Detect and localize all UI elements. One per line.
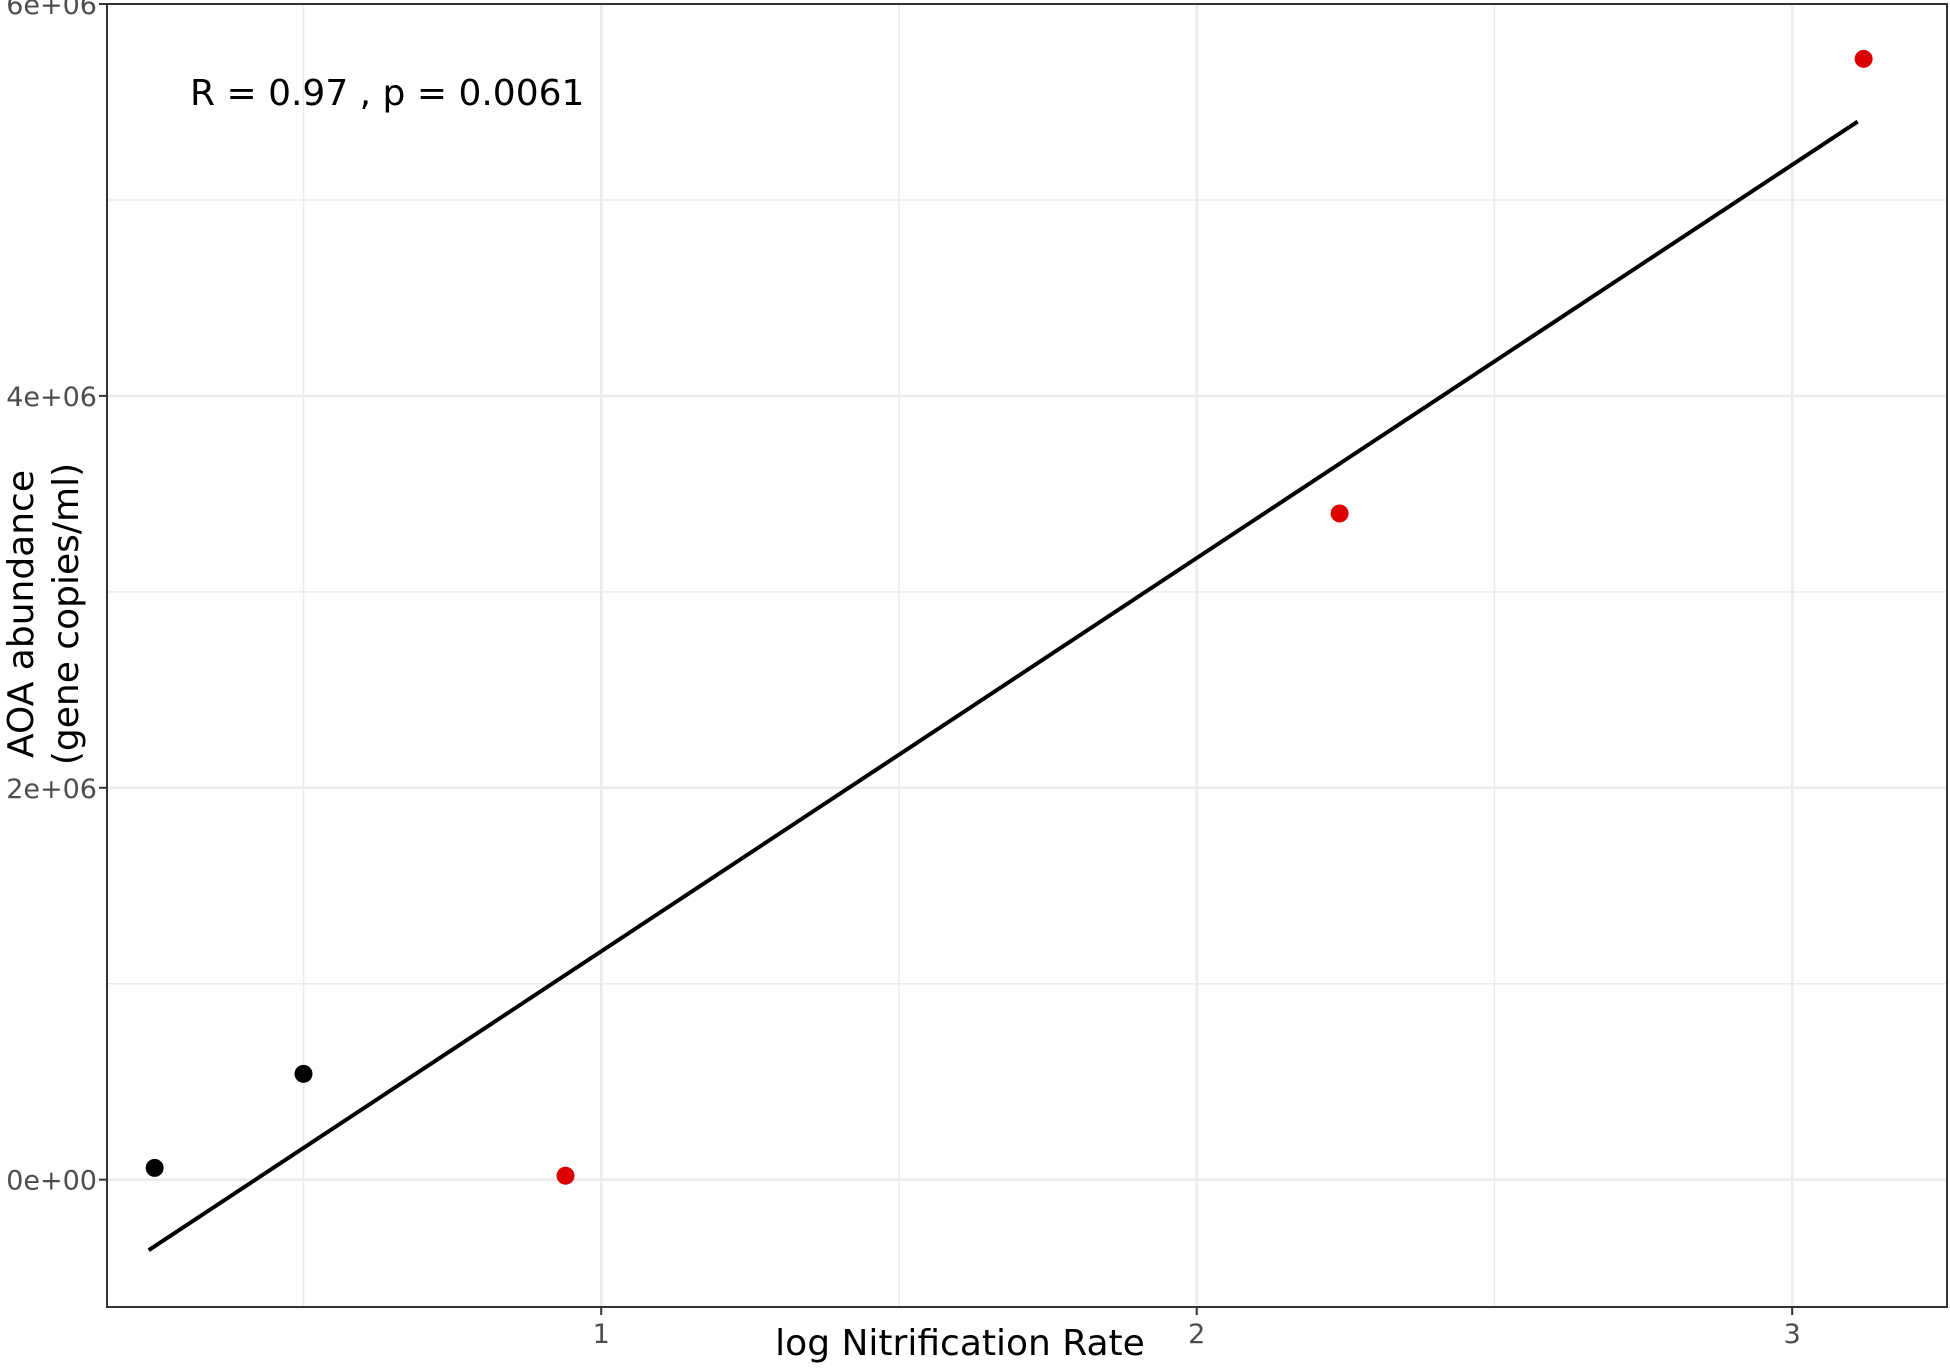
y-axis-title: AOA abundance (gene copies/ml) bbox=[1, 463, 87, 765]
y-tick-label: 4e+06 bbox=[6, 382, 97, 413]
x-tick-label: 2 bbox=[1188, 1319, 1205, 1350]
y-axis-title-line-2: (gene copies/ml) bbox=[46, 463, 87, 765]
plot-frame bbox=[106, 3, 1948, 1308]
y-tick-label: 6e+06 bbox=[6, 0, 97, 21]
data-point bbox=[1854, 49, 1873, 68]
x-tick-label: 1 bbox=[593, 1319, 610, 1350]
data-points bbox=[145, 49, 1873, 1185]
x-axis-title: log Nitrification Rate bbox=[775, 1323, 1145, 1364]
regression-line-group bbox=[147, 119, 1859, 1252]
y-axis-title-line-1: AOA abundance bbox=[1, 470, 42, 758]
correlation-annotation: R = 0.97 , p = 0.0061 bbox=[190, 73, 584, 114]
regression-line bbox=[147, 119, 1859, 1252]
data-point bbox=[145, 1158, 164, 1177]
x-tick-label: 3 bbox=[1784, 1319, 1801, 1350]
axis-ticks: 1 2 3 0e+00 2e+06 4e+06 6e+06 bbox=[6, 0, 1801, 1350]
data-point bbox=[294, 1064, 313, 1083]
y-tick-label: 0e+00 bbox=[6, 1166, 97, 1197]
data-point bbox=[556, 1166, 575, 1185]
y-tick-label: 2e+06 bbox=[6, 774, 97, 805]
data-point bbox=[1330, 504, 1349, 523]
grid-lines bbox=[107, 2, 1947, 1307]
panel-border bbox=[106, 3, 1948, 1308]
